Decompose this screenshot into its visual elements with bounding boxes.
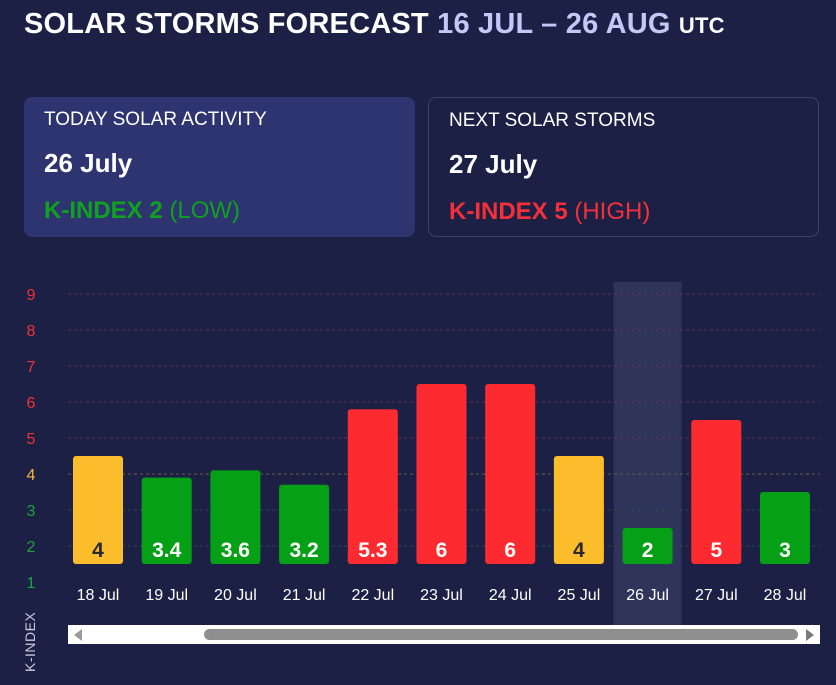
y-axis-label: K-INDEX bbox=[22, 611, 38, 672]
next-kindex-value: K-INDEX 5 bbox=[449, 198, 568, 225]
y-tick-label: 2 bbox=[27, 539, 36, 556]
x-tick-label: 21 Jul bbox=[283, 587, 326, 604]
next-storm-date: 27 July bbox=[449, 149, 538, 179]
today-kindex-level: (LOW) bbox=[169, 197, 241, 224]
y-tick-label: 6 bbox=[27, 395, 36, 412]
bar bbox=[141, 477, 192, 564]
y-tick-label: 9 bbox=[27, 287, 36, 304]
bar-value-label: 3.6 bbox=[221, 539, 250, 562]
today-date: 26 July bbox=[44, 148, 133, 178]
highlight-column bbox=[613, 282, 682, 625]
x-tick-label: 22 Jul bbox=[351, 587, 394, 604]
next-storms-card: NEXT SOLAR STORMS 27 July K-INDEX 5 (HIG… bbox=[428, 97, 819, 237]
x-tick-label: 23 Jul bbox=[420, 587, 463, 604]
bar bbox=[760, 492, 810, 564]
bar-value-label: 3.2 bbox=[289, 539, 318, 562]
bar-value-label: 6 bbox=[436, 539, 448, 562]
next-kindex: K-INDEX 5 (HIGH) bbox=[449, 198, 798, 226]
y-tick-label: 7 bbox=[27, 359, 36, 376]
y-tick-label: 4 bbox=[27, 467, 36, 484]
today-activity-card: TODAY SOLAR ACTIVITY 26 July K-INDEX 2 (… bbox=[24, 97, 415, 237]
bar-value-label: 3 bbox=[779, 539, 791, 562]
bar bbox=[553, 456, 604, 564]
bar-value-label: 5 bbox=[710, 539, 722, 562]
bar-value-label: 2 bbox=[642, 539, 654, 562]
bar bbox=[485, 384, 536, 564]
today-kindex-value: K-INDEX 2 bbox=[44, 197, 163, 224]
x-tick-label: 26 Jul bbox=[626, 587, 669, 604]
y-tick-label: 3 bbox=[27, 503, 36, 520]
title-text: SOLAR STORMS FORECAST bbox=[24, 8, 429, 40]
date-range: 16 JUL – 26 AUG bbox=[437, 8, 671, 40]
bar bbox=[73, 456, 123, 564]
x-tick-label: 24 Jul bbox=[489, 587, 532, 604]
y-tick-label: 8 bbox=[27, 323, 36, 340]
next-card-label: NEXT SOLAR STORMS bbox=[449, 110, 656, 131]
kindex-bar-chart: 1 2 3 4 5 6 7 8 9 4 18 Jul 3.4 19 Jul 3.6 20 Jul 3.2 21 … bbox=[27, 282, 820, 625]
bar-value-label: 3.4 bbox=[152, 539, 182, 562]
bar bbox=[622, 528, 673, 564]
bar bbox=[347, 409, 398, 564]
x-tick-label: 28 Jul bbox=[764, 587, 807, 604]
bar bbox=[210, 470, 261, 564]
x-tick-label: 20 Jul bbox=[214, 587, 257, 604]
x-tick-label: 27 Jul bbox=[695, 587, 738, 604]
next-kindex-level: (HIGH) bbox=[574, 198, 651, 225]
scrollbar-thumb[interactable] bbox=[204, 629, 798, 640]
x-tick-label: 18 Jul bbox=[77, 587, 120, 604]
x-tick-label: 19 Jul bbox=[145, 587, 188, 604]
chart-horizontal-scrollbar[interactable] bbox=[68, 625, 820, 644]
page-title: SOLAR STORMS FORECAST 16 JUL – 26 AUG UT… bbox=[24, 8, 725, 41]
scroll-right-arrow-icon[interactable] bbox=[806, 629, 814, 641]
bar bbox=[279, 484, 330, 564]
y-tick-label: 1 bbox=[27, 575, 36, 592]
bar-value-label: 4 bbox=[92, 539, 104, 562]
timezone-label: UTC bbox=[678, 13, 725, 38]
x-tick-label: 25 Jul bbox=[558, 587, 601, 604]
bar-value-label: 4 bbox=[573, 539, 585, 562]
y-tick-label: 5 bbox=[27, 431, 36, 448]
today-kindex: K-INDEX 2 (LOW) bbox=[44, 197, 395, 225]
scroll-left-arrow-icon[interactable] bbox=[74, 629, 82, 641]
bar bbox=[691, 420, 742, 564]
today-card-label: TODAY SOLAR ACTIVITY bbox=[44, 109, 267, 130]
bar-value-label: 6 bbox=[504, 539, 516, 562]
bar-value-label: 5.3 bbox=[358, 539, 387, 562]
bar bbox=[416, 384, 467, 564]
